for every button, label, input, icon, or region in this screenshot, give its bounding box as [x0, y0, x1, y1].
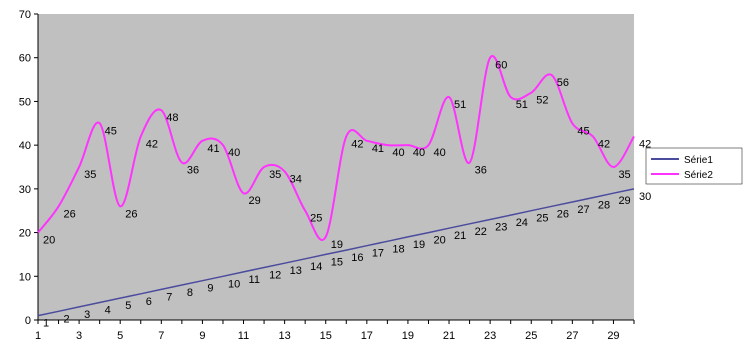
legend-label: Série2	[684, 170, 713, 181]
data-label-s-rie1: 29	[618, 195, 630, 207]
x-tick-label: 9	[199, 330, 205, 342]
data-label-s-rie2: 35	[269, 169, 281, 181]
data-label-s-rie1: 19	[413, 239, 425, 251]
data-label-s-rie2: 40	[228, 147, 240, 159]
data-label-s-rie2: 42	[639, 138, 651, 150]
y-tick-label: 30	[19, 184, 31, 196]
data-label-s-rie2: 26	[125, 208, 137, 220]
data-label-s-rie1: 24	[516, 217, 528, 229]
data-label-s-rie2: 36	[187, 165, 199, 177]
data-label-s-rie2: 42	[598, 138, 610, 150]
data-label-s-rie2: 56	[557, 77, 569, 89]
data-label-s-rie1: 5	[125, 300, 131, 312]
x-tick-label: 15	[320, 330, 332, 342]
data-label-s-rie2: 35	[618, 169, 630, 181]
data-label-s-rie2: 19	[331, 239, 343, 251]
data-label-s-rie1: 14	[310, 261, 322, 273]
plot-area	[38, 14, 634, 320]
legend-label: Série1	[684, 155, 713, 166]
data-label-s-rie2: 51	[454, 99, 466, 111]
data-label-s-rie1: 12	[269, 270, 281, 282]
data-label-s-rie2: 26	[64, 208, 76, 220]
data-label-s-rie1: 27	[577, 204, 589, 216]
x-tick-label: 1	[35, 330, 41, 342]
y-tick-label: 0	[25, 315, 31, 327]
x-tick-label: 25	[525, 330, 537, 342]
data-label-s-rie1: 22	[475, 226, 487, 238]
data-label-s-rie2: 41	[372, 143, 384, 155]
legend: Série1 Série2	[645, 147, 743, 185]
data-label-s-rie2: 40	[392, 147, 404, 159]
data-label-s-rie1: 13	[290, 265, 302, 277]
x-tick-label: 17	[361, 330, 373, 342]
series-line-s-rie1	[37, 188, 635, 317]
data-label-s-rie2: 41	[207, 143, 219, 155]
data-label-s-rie1: 28	[598, 200, 610, 212]
y-tick-label: 20	[19, 228, 31, 240]
data-label-s-rie1: 16	[351, 252, 363, 264]
data-label-s-rie1: 6	[146, 296, 152, 308]
x-tick-label: 29	[607, 330, 619, 342]
data-label-s-rie1: 17	[372, 248, 384, 260]
data-label-s-rie2: 25	[310, 213, 322, 225]
x-tick-label: 7	[158, 330, 164, 342]
data-label-s-rie2: 45	[105, 125, 117, 137]
x-tick-label: 19	[402, 330, 414, 342]
data-label-s-rie2: 40	[433, 147, 445, 159]
data-label-s-rie1: 2	[64, 313, 70, 325]
data-label-s-rie1: 3	[84, 309, 90, 321]
data-label-s-rie1: 4	[105, 305, 111, 317]
data-label-s-rie1: 25	[536, 213, 548, 225]
data-label-s-rie1: 20	[433, 235, 445, 247]
data-label-s-rie2: 34	[290, 173, 302, 185]
data-label-s-rie2: 35	[84, 169, 96, 181]
data-label-s-rie1: 21	[454, 230, 466, 242]
y-tick-label: 50	[19, 96, 31, 108]
x-tick-label: 5	[117, 330, 123, 342]
data-label-s-rie1: 7	[166, 291, 172, 303]
data-label-s-rie1: 15	[331, 256, 343, 268]
data-label-s-rie2: 36	[475, 165, 487, 177]
x-tick-label: 23	[484, 330, 496, 342]
data-label-s-rie1: 1	[43, 318, 49, 330]
y-tick-label: 60	[19, 53, 31, 65]
x-tick-label: 11	[238, 330, 249, 342]
series-line-s-rie2	[37, 54, 635, 241]
data-label-s-rie1: 30	[639, 191, 651, 203]
series-lines	[37, 54, 635, 317]
data-label-s-rie2: 48	[166, 112, 178, 124]
data-label-s-rie1: 11	[249, 274, 260, 286]
data-label-s-rie2: 60	[495, 60, 507, 72]
legend-box	[645, 147, 743, 185]
data-label-s-rie2: 42	[146, 138, 158, 150]
data-label-s-rie1: 23	[495, 221, 507, 233]
y-axis: 0 10 20 30 40 50 60 70	[19, 9, 39, 327]
data-label-s-rie2: 51	[516, 99, 528, 111]
data-label-s-rie2: 29	[249, 195, 261, 207]
data-label-s-rie2: 42	[351, 138, 363, 150]
x-tick-label: 27	[566, 330, 578, 342]
data-label-s-rie1: 9	[207, 283, 213, 295]
data-label-s-rie2: 45	[577, 125, 589, 137]
data-label-s-rie1: 10	[228, 278, 240, 290]
x-axis: 1 3 5 7 9 11 13 15 17 19 21 23 25 27 29	[35, 319, 635, 342]
data-label-s-rie1: 18	[392, 243, 404, 255]
data-label-s-rie2: 52	[536, 95, 548, 107]
x-tick-label: 13	[278, 330, 290, 342]
x-tick-label: 3	[76, 330, 82, 342]
data-label-s-rie2: 40	[413, 147, 425, 159]
x-tick-label: 21	[443, 330, 455, 342]
y-tick-label: 70	[19, 9, 31, 21]
data-label-s-rie2: 20	[43, 235, 55, 247]
data-label-s-rie1: 8	[187, 287, 193, 299]
y-tick-label: 40	[19, 140, 31, 152]
data-label-s-rie1: 26	[557, 208, 569, 220]
y-tick-label: 10	[19, 271, 31, 283]
data-labels: 1 2 3 4 5 6 7 8 9 10 11 12 13 14 15 16 17 18 19 20 21 22 23 24 2…	[43, 60, 651, 330]
